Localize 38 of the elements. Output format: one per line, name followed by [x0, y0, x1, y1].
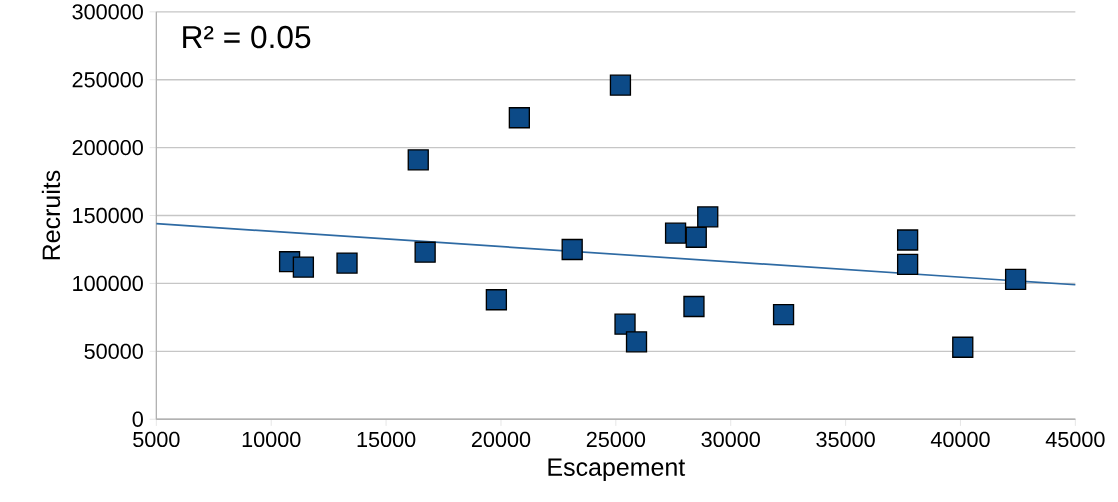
y-tick-label: 100000	[73, 275, 143, 292]
point	[896, 229, 919, 251]
point	[407, 149, 429, 171]
x-tick-label: 15000	[357, 431, 416, 448]
x-axis-title: Escapement	[548, 458, 686, 481]
y-tick-label: 0	[132, 411, 143, 427]
point	[292, 256, 315, 278]
point	[414, 241, 436, 263]
x-tick-label: 35000	[816, 431, 875, 448]
point	[772, 303, 795, 326]
point	[561, 238, 583, 261]
point	[896, 253, 919, 276]
point	[609, 74, 632, 96]
y-tick-label: 300000	[72, 4, 143, 20]
point	[685, 226, 707, 248]
point	[614, 313, 636, 335]
y-tick-label: 200000	[72, 139, 143, 156]
point	[485, 289, 508, 311]
point	[336, 252, 358, 274]
x-tick-label: 30000	[701, 431, 760, 448]
x-tick-label: 40000	[930, 431, 990, 448]
x-tick-label: 10000	[242, 431, 301, 448]
point	[508, 107, 530, 129]
x-tick-label: 45000	[1045, 431, 1105, 448]
x-tick-label: 25000	[586, 431, 646, 448]
point	[625, 331, 648, 353]
x-tick-label: 5000	[133, 431, 180, 448]
x-tick-label: 20000	[471, 431, 531, 448]
y-tick-label: 150000	[73, 207, 143, 224]
point	[697, 206, 719, 228]
point	[664, 222, 687, 244]
annotation: R² = 0.05	[183, 25, 311, 49]
y-tick-label: 50000	[84, 343, 143, 359]
point	[952, 336, 974, 358]
y-axis-title: Recruits	[41, 170, 61, 260]
y-tick-label: 250000	[72, 72, 143, 88]
point	[683, 295, 705, 318]
point	[1004, 268, 1027, 290]
